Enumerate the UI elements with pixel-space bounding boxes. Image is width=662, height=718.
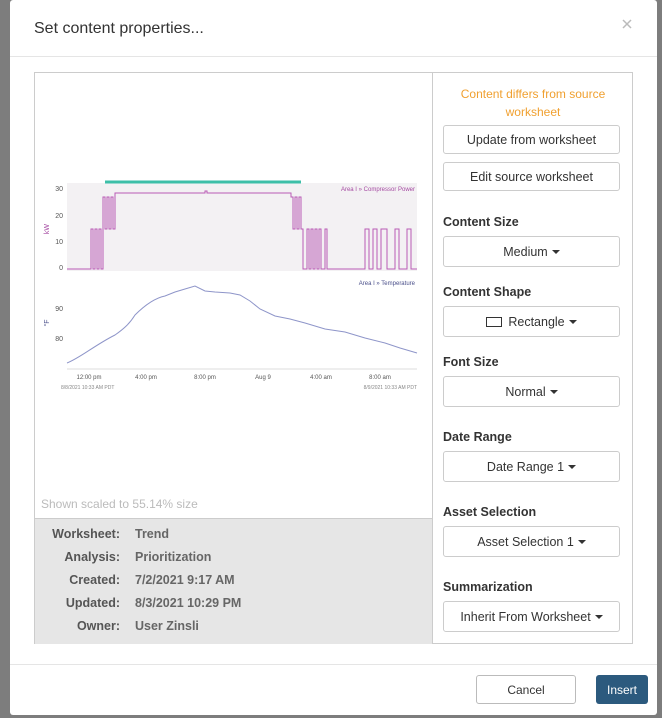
dropdown-value: Normal bbox=[505, 384, 546, 399]
dialog: Set content properties... Area I » Compr… bbox=[10, 0, 657, 715]
range-end: 8/9/2021 10:33 AM PDT bbox=[364, 385, 417, 391]
info-label: Analysis: bbox=[64, 550, 120, 564]
section-heading: Font Size bbox=[443, 355, 499, 369]
divider bbox=[432, 73, 433, 643]
dropdown[interactable]: Normal bbox=[443, 376, 620, 407]
tick-label: 0 bbox=[59, 265, 63, 272]
temperature-trace bbox=[66, 285, 418, 364]
section-heading: Content Shape bbox=[443, 285, 532, 299]
x-tick-label: Aug 9 bbox=[255, 375, 271, 381]
shape-icon bbox=[486, 316, 503, 327]
caret bbox=[594, 614, 603, 619]
power-trace bbox=[67, 190, 417, 270]
power-label: Area I » Compressor Power bbox=[341, 187, 415, 193]
info-label: Updated: bbox=[65, 596, 120, 610]
caret bbox=[577, 539, 586, 544]
info-value: 7/2/2021 9:17 AM bbox=[135, 573, 235, 587]
cancel-button[interactable]: Cancel bbox=[476, 675, 576, 704]
dropdown[interactable]: Inherit From Worksheet bbox=[443, 601, 620, 632]
section-heading: Asset Selection bbox=[443, 505, 537, 519]
dropdown-value: Rectangle bbox=[508, 314, 565, 329]
tick-label: 10 bbox=[55, 239, 63, 246]
dropdown-value: Medium bbox=[503, 244, 548, 259]
close-button[interactable] bbox=[622, 19, 632, 29]
range-start: 8/8/2021 10:33 AM PDT bbox=[61, 385, 114, 391]
info-panel: Worksheet: Trend Analysis: Prioritization Cr… bbox=[35, 518, 432, 644]
caret bbox=[549, 389, 558, 394]
section-heading: Content Size bbox=[443, 215, 519, 229]
insert-button[interactable]: Insert bbox=[596, 675, 648, 704]
scale-note: Shown scaled to 55.14% size bbox=[41, 497, 198, 511]
caret bbox=[568, 319, 577, 324]
tick-label: 80 bbox=[55, 336, 63, 343]
section-heading: Date Range bbox=[443, 430, 512, 444]
section-heading: Summarization bbox=[443, 580, 533, 594]
tick-label: 20 bbox=[55, 213, 63, 220]
x-tick-label: 8:00 pm bbox=[194, 375, 216, 381]
x-tick-label: 8:00 am bbox=[369, 375, 391, 381]
dropdown[interactable]: Medium bbox=[443, 236, 620, 267]
dropdown[interactable]: Date Range 1 bbox=[443, 451, 620, 482]
plot-bg bbox=[67, 183, 417, 271]
temperature-unit: °F bbox=[43, 319, 51, 326]
preview: Area I » Compressor Power kW 30 20 10 0 … bbox=[43, 180, 418, 391]
action-button[interactable]: Edit source worksheet bbox=[443, 162, 620, 191]
caret bbox=[551, 249, 560, 254]
caret bbox=[568, 464, 577, 469]
dropdown-value: Inherit From Worksheet bbox=[460, 609, 591, 624]
warning: Content differs from source worksheet bbox=[460, 87, 606, 119]
tick-label: 30 bbox=[55, 186, 63, 193]
separator bbox=[10, 56, 657, 57]
x-tick-label: 12:00 pm bbox=[76, 375, 101, 381]
x-tick-label: 4:00 pm bbox=[135, 375, 157, 381]
info-value: 8/3/2021 10:29 PM bbox=[135, 596, 242, 610]
dropdown[interactable]: Asset Selection 1 bbox=[443, 526, 620, 557]
info-value: User Zinsli bbox=[135, 619, 199, 633]
action-button[interactable]: Update from worksheet bbox=[443, 125, 620, 154]
info-label: Created: bbox=[69, 573, 120, 587]
dropdown-value: Asset Selection 1 bbox=[477, 534, 574, 549]
tick-label: 90 bbox=[55, 306, 63, 313]
info-value: Trend bbox=[135, 527, 170, 541]
content-box: Area I » Compressor Power kW 30 20 10 0 … bbox=[34, 72, 633, 644]
separator bbox=[10, 664, 657, 665]
info-label: Owner: bbox=[76, 619, 120, 633]
dropdown-value: Date Range 1 bbox=[486, 459, 565, 474]
dropdown[interactable]: Rectangle bbox=[443, 306, 620, 337]
x-tick-label: 4:00 am bbox=[310, 375, 332, 381]
dialog-title: Set content properties... bbox=[34, 20, 204, 37]
temperature-label: Area I » Temperature bbox=[359, 281, 416, 287]
info-value: Prioritization bbox=[135, 550, 212, 564]
info-label: Worksheet: bbox=[52, 527, 120, 541]
power-unit: kW bbox=[44, 224, 51, 235]
